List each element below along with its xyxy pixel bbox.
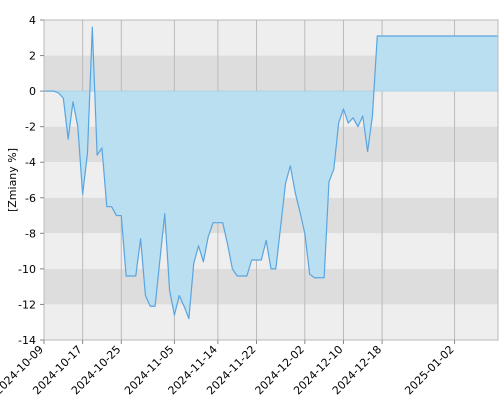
grid-band	[44, 268, 498, 305]
y-axis-label: [Zmiany %]	[6, 148, 19, 212]
y-tick-label: 2	[29, 50, 36, 63]
y-tick-label: 0	[29, 85, 36, 98]
y-tick-label: -4	[25, 156, 36, 169]
series-area	[44, 27, 498, 319]
y-tick-label: -14	[18, 334, 36, 347]
y-tick-label: -8	[25, 227, 36, 240]
y-tick-label: -10	[18, 263, 36, 276]
plot-frame	[43, 19, 499, 341]
series-layer	[44, 26, 498, 320]
series-line	[44, 26, 498, 320]
plot-border	[43, 19, 499, 341]
y-tick-label: -2	[25, 121, 36, 134]
x-tick-label: 2025-01-02	[402, 343, 456, 397]
y-axis-ticks: 4 2 0 -2 -4 -6 -8 -10 -12 -14	[18, 14, 44, 347]
grid-band	[44, 304, 498, 340]
x-axis-ticks: 2024-10-092024-10-172024-10-252024-11-05…	[0, 340, 457, 397]
y-tick-label: 4	[29, 14, 36, 27]
y-tick-label: -12	[18, 298, 36, 311]
y-tick-label: -6	[25, 192, 36, 205]
